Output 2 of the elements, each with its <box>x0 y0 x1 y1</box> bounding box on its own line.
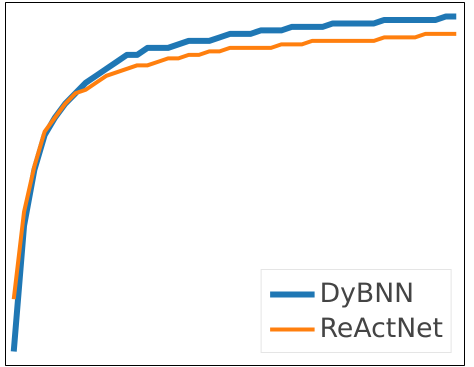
legend-label: ReActNet <box>320 313 443 344</box>
legend-label: DyBNN <box>320 278 414 309</box>
